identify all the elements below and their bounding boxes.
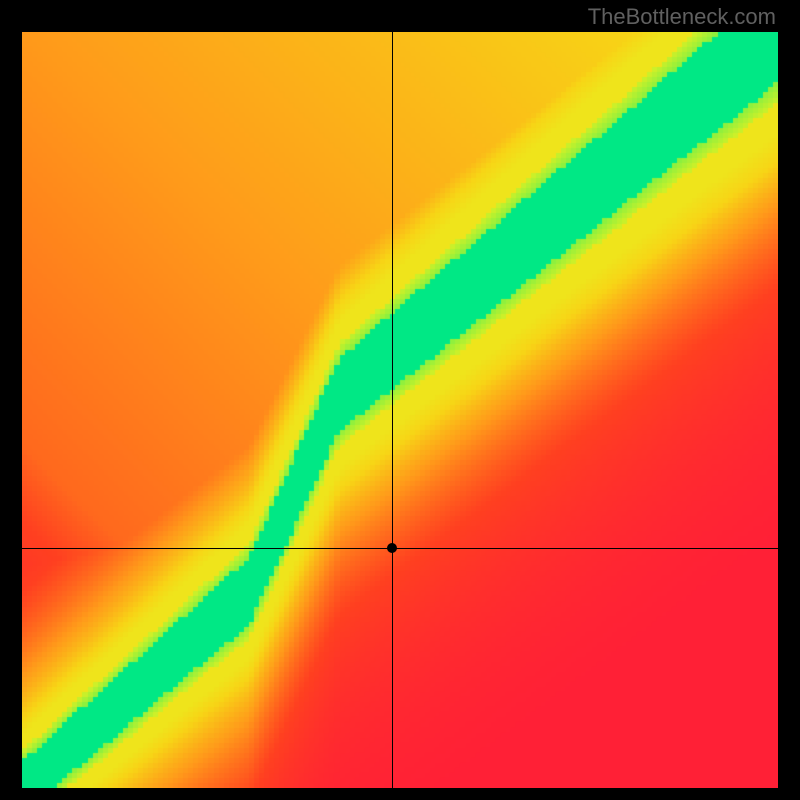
crosshair-vertical	[392, 32, 393, 788]
heatmap-plot	[22, 32, 778, 788]
crosshair-horizontal	[22, 548, 778, 549]
heatmap-canvas	[22, 32, 778, 788]
watermark-text: TheBottleneck.com	[588, 4, 776, 30]
crosshair-marker	[387, 543, 397, 553]
